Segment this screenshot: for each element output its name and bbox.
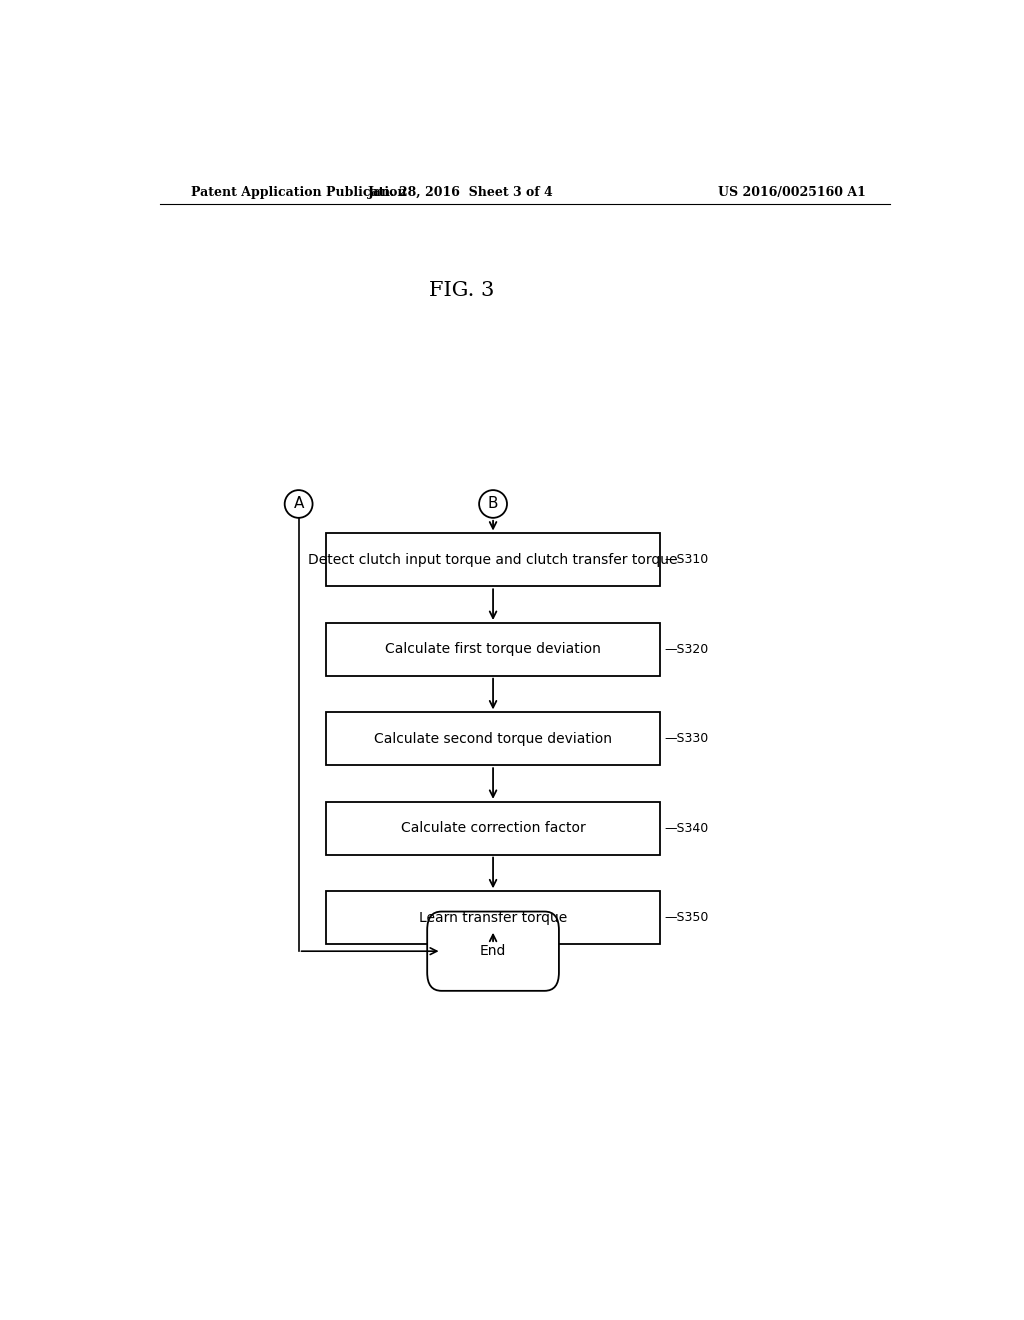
Text: Detect clutch input torque and clutch transfer torque: Detect clutch input torque and clutch tr… [308, 553, 678, 566]
Text: Patent Application Publication: Patent Application Publication [191, 186, 407, 199]
Text: Calculate first torque deviation: Calculate first torque deviation [385, 643, 601, 656]
Text: B: B [487, 496, 499, 511]
FancyBboxPatch shape [327, 801, 659, 854]
Text: US 2016/0025160 A1: US 2016/0025160 A1 [718, 186, 866, 199]
Text: Calculate correction factor: Calculate correction factor [400, 821, 586, 836]
Text: Calculate second torque deviation: Calculate second torque deviation [374, 731, 612, 746]
Text: Learn transfer torque: Learn transfer torque [419, 911, 567, 924]
FancyBboxPatch shape [327, 533, 659, 586]
FancyBboxPatch shape [327, 891, 659, 944]
Text: —S350: —S350 [665, 911, 709, 924]
Text: —S310: —S310 [665, 553, 709, 566]
Text: —S340: —S340 [665, 822, 709, 834]
Text: —S320: —S320 [665, 643, 709, 656]
Text: Jan. 28, 2016  Sheet 3 of 4: Jan. 28, 2016 Sheet 3 of 4 [369, 186, 554, 199]
Text: FIG. 3: FIG. 3 [429, 281, 494, 300]
Text: End: End [480, 944, 506, 958]
FancyBboxPatch shape [327, 623, 659, 676]
FancyBboxPatch shape [327, 713, 659, 766]
Text: A: A [294, 496, 304, 511]
FancyBboxPatch shape [427, 912, 559, 991]
Text: —S330: —S330 [665, 733, 709, 746]
